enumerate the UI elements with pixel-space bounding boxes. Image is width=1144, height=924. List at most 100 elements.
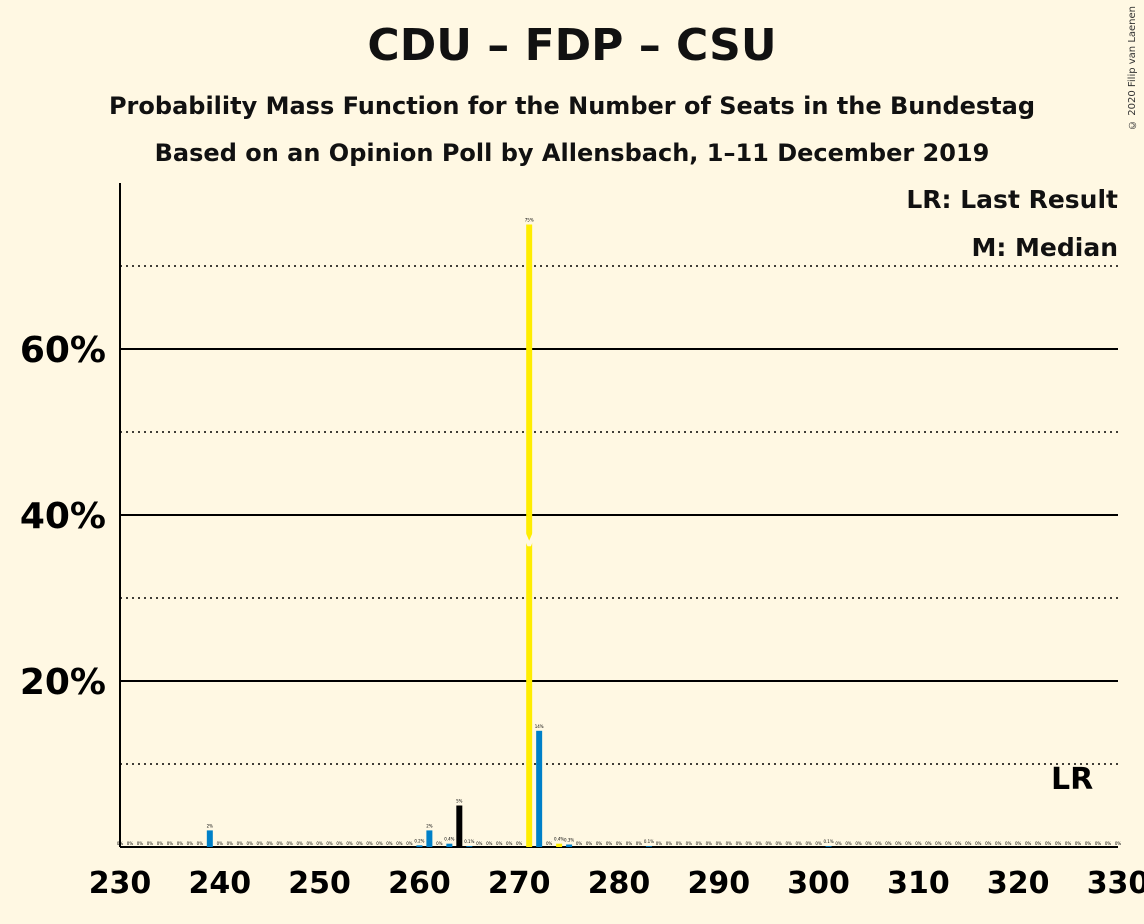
zero-label-231: 0% xyxy=(127,841,134,846)
bar-label-283: 0.1% xyxy=(644,839,654,844)
zero-label-252: 0% xyxy=(336,841,343,846)
bar-label-272: 14% xyxy=(535,724,544,729)
zero-label-232: 0% xyxy=(137,841,144,846)
zero-label-330: 0% xyxy=(1115,841,1122,846)
zero-label-241: 0% xyxy=(227,841,234,846)
bar-264 xyxy=(456,805,463,847)
zero-label-278: 0% xyxy=(596,841,603,846)
bar-label-301: 0.1% xyxy=(823,839,833,844)
zero-label-306: 0% xyxy=(875,841,882,846)
zero-label-270: 0% xyxy=(516,841,523,846)
y-tick-label-60: 60% xyxy=(20,330,106,371)
bar-label-263: 0.4% xyxy=(444,837,454,842)
zero-label-267: 0% xyxy=(486,841,493,846)
zero-label-284: 0% xyxy=(656,841,663,846)
bar-261 xyxy=(426,830,433,847)
zero-label-304: 0% xyxy=(855,841,862,846)
zero-label-297: 0% xyxy=(785,841,792,846)
zero-label-295: 0% xyxy=(766,841,773,846)
zero-label-242: 0% xyxy=(237,841,244,846)
y-tick-label-40: 40% xyxy=(20,496,106,537)
bar-260 xyxy=(416,845,423,847)
chart-subtitle: Probability Mass Function for the Number… xyxy=(108,92,1036,120)
zero-label-249: 0% xyxy=(306,841,313,846)
legend-median: M: Median xyxy=(971,233,1118,262)
bar-265 xyxy=(466,846,473,847)
bar-label-274: 0.4% xyxy=(554,837,564,842)
bar-label-265: 0.1% xyxy=(464,839,474,844)
zero-label-279: 0% xyxy=(606,841,613,846)
zero-label-255: 0% xyxy=(366,841,373,846)
zero-label-238: 0% xyxy=(197,841,204,846)
zero-label-233: 0% xyxy=(147,841,154,846)
zero-label-310: 0% xyxy=(915,841,922,846)
zero-label-259: 0% xyxy=(406,841,413,846)
x-tick-label-330: 330 xyxy=(1087,866,1144,901)
zero-label-289: 0% xyxy=(706,841,713,846)
zero-label-293: 0% xyxy=(746,841,753,846)
median-marker: M xyxy=(515,524,543,557)
zero-label-258: 0% xyxy=(396,841,403,846)
zero-label-288: 0% xyxy=(696,841,703,846)
zero-label-317: 0% xyxy=(985,841,992,846)
zero-label-311: 0% xyxy=(925,841,932,846)
bar-label-264: 5% xyxy=(456,799,463,804)
zero-label-316: 0% xyxy=(975,841,982,846)
zero-label-262: 0% xyxy=(436,841,443,846)
zero-label-326: 0% xyxy=(1075,841,1082,846)
zero-label-303: 0% xyxy=(845,841,852,846)
zero-label-290: 0% xyxy=(716,841,723,846)
bar-301 xyxy=(825,846,832,847)
zero-label-292: 0% xyxy=(736,841,743,846)
zero-label-257: 0% xyxy=(386,841,393,846)
zero-label-328: 0% xyxy=(1095,841,1102,846)
zero-label-308: 0% xyxy=(895,841,902,846)
zero-label-254: 0% xyxy=(356,841,363,846)
zero-label-321: 0% xyxy=(1025,841,1032,846)
zero-label-294: 0% xyxy=(756,841,763,846)
zero-label-307: 0% xyxy=(885,841,892,846)
legend-last-result: LR: Last Result xyxy=(906,185,1118,214)
zero-label-281: 0% xyxy=(626,841,633,846)
zero-label-299: 0% xyxy=(805,841,812,846)
zero-label-248: 0% xyxy=(296,841,303,846)
zero-label-319: 0% xyxy=(1005,841,1012,846)
zero-label-277: 0% xyxy=(586,841,593,846)
zero-label-309: 0% xyxy=(905,841,912,846)
x-tick-label-270: 270 xyxy=(488,866,551,901)
zero-label-322: 0% xyxy=(1035,841,1042,846)
bar-263 xyxy=(446,843,453,847)
zero-label-247: 0% xyxy=(286,841,293,846)
zero-label-235: 0% xyxy=(167,841,174,846)
x-tick-label-280: 280 xyxy=(588,866,651,901)
zero-label-236: 0% xyxy=(177,841,184,846)
x-tick-label-290: 290 xyxy=(687,866,750,901)
zero-label-314: 0% xyxy=(955,841,962,846)
zero-label-329: 0% xyxy=(1105,841,1112,846)
zero-label-285: 0% xyxy=(666,841,673,846)
x-tick-label-320: 320 xyxy=(987,866,1050,901)
zero-label-266: 0% xyxy=(476,841,483,846)
x-tick-label-300: 300 xyxy=(787,866,850,901)
zero-label-273: 0% xyxy=(546,841,553,846)
zero-label-245: 0% xyxy=(267,841,274,846)
bar-271 xyxy=(526,224,533,847)
zero-label-230: 0% xyxy=(117,841,124,846)
zero-label-246: 0% xyxy=(277,841,284,846)
chart-title: CDU – FDP – CSU xyxy=(367,20,777,71)
zero-label-268: 0% xyxy=(496,841,503,846)
bar-272 xyxy=(536,730,543,847)
zero-label-243: 0% xyxy=(247,841,254,846)
zero-label-287: 0% xyxy=(686,841,693,846)
zero-label-323: 0% xyxy=(1045,841,1052,846)
zero-label-324: 0% xyxy=(1055,841,1062,846)
zero-label-282: 0% xyxy=(636,841,643,846)
zero-label-318: 0% xyxy=(995,841,1002,846)
zero-label-302: 0% xyxy=(835,841,842,846)
bar-274 xyxy=(556,843,563,847)
zero-label-253: 0% xyxy=(346,841,353,846)
zero-label-240: 0% xyxy=(217,841,224,846)
zero-label-298: 0% xyxy=(795,841,802,846)
zero-label-286: 0% xyxy=(676,841,683,846)
